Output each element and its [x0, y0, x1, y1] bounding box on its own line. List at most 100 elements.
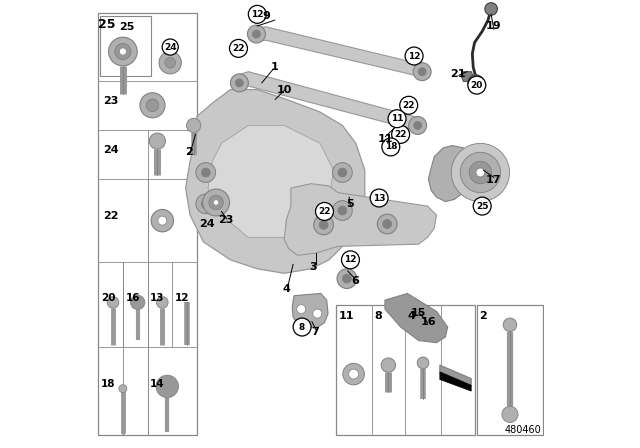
Text: 22: 22	[403, 101, 415, 110]
Circle shape	[476, 168, 485, 177]
Text: 24: 24	[104, 145, 119, 155]
Text: 6: 6	[351, 276, 359, 286]
Polygon shape	[253, 27, 428, 76]
Text: 24: 24	[164, 43, 177, 52]
Text: 12: 12	[408, 52, 420, 60]
Polygon shape	[208, 125, 333, 237]
Circle shape	[342, 251, 360, 269]
Text: 13: 13	[150, 293, 164, 303]
Circle shape	[485, 3, 497, 15]
Text: 20: 20	[101, 293, 115, 303]
Circle shape	[383, 220, 392, 228]
Circle shape	[418, 68, 426, 76]
Circle shape	[248, 25, 266, 43]
Circle shape	[342, 274, 351, 283]
Circle shape	[378, 214, 397, 234]
Text: 25: 25	[119, 22, 134, 32]
Circle shape	[343, 363, 364, 385]
Circle shape	[209, 195, 223, 210]
Circle shape	[503, 318, 516, 332]
Polygon shape	[440, 372, 471, 391]
Text: 4: 4	[408, 311, 416, 321]
Circle shape	[502, 406, 518, 422]
Circle shape	[201, 199, 210, 208]
Polygon shape	[461, 72, 473, 82]
Circle shape	[158, 216, 167, 225]
Text: 12: 12	[344, 255, 356, 264]
Text: 8: 8	[299, 323, 305, 332]
Text: 25: 25	[476, 202, 488, 211]
Text: 16: 16	[125, 293, 140, 303]
Text: 2: 2	[479, 311, 487, 321]
FancyBboxPatch shape	[336, 305, 475, 435]
Circle shape	[115, 43, 131, 60]
Text: 18: 18	[385, 142, 397, 151]
Circle shape	[417, 357, 429, 369]
Circle shape	[131, 295, 145, 310]
Text: 12: 12	[251, 10, 264, 19]
Circle shape	[382, 138, 400, 156]
Circle shape	[349, 369, 358, 379]
Circle shape	[460, 152, 500, 193]
Text: 20: 20	[470, 81, 483, 90]
Circle shape	[162, 39, 179, 55]
Circle shape	[213, 200, 219, 205]
Text: 3: 3	[310, 262, 317, 271]
Circle shape	[230, 74, 248, 92]
Circle shape	[108, 297, 119, 308]
Circle shape	[409, 116, 427, 134]
Text: 5: 5	[347, 199, 355, 209]
Circle shape	[236, 79, 243, 87]
Text: 7: 7	[312, 327, 319, 337]
Polygon shape	[292, 293, 328, 328]
Circle shape	[297, 305, 306, 314]
Text: 22: 22	[232, 44, 244, 53]
Circle shape	[149, 133, 166, 149]
Circle shape	[196, 163, 216, 182]
FancyBboxPatch shape	[100, 16, 151, 76]
Text: 16: 16	[420, 317, 436, 327]
Text: 22: 22	[104, 211, 119, 221]
Circle shape	[159, 52, 181, 74]
Text: 8: 8	[374, 311, 382, 321]
Circle shape	[338, 168, 347, 177]
Circle shape	[370, 189, 388, 207]
Text: 23: 23	[218, 215, 234, 225]
Text: 14: 14	[150, 379, 165, 389]
Circle shape	[405, 47, 423, 65]
Text: 4: 4	[282, 284, 291, 294]
Circle shape	[156, 375, 179, 398]
Circle shape	[186, 118, 201, 133]
Polygon shape	[186, 90, 365, 273]
Circle shape	[293, 318, 311, 336]
FancyBboxPatch shape	[99, 13, 197, 435]
Circle shape	[165, 57, 175, 68]
Text: 13: 13	[373, 194, 385, 202]
Circle shape	[400, 96, 418, 114]
Circle shape	[388, 110, 406, 128]
Circle shape	[337, 269, 356, 289]
Circle shape	[230, 39, 248, 57]
Circle shape	[119, 48, 127, 55]
Circle shape	[140, 93, 165, 118]
Text: 22: 22	[394, 130, 407, 139]
Text: 1: 1	[271, 62, 278, 72]
Polygon shape	[385, 293, 448, 343]
Circle shape	[119, 384, 127, 392]
Circle shape	[413, 121, 422, 129]
Circle shape	[392, 125, 410, 143]
Circle shape	[473, 197, 491, 215]
Circle shape	[203, 189, 230, 216]
Circle shape	[468, 76, 486, 94]
Circle shape	[468, 75, 484, 91]
FancyBboxPatch shape	[477, 305, 543, 435]
Text: 10: 10	[276, 85, 292, 95]
Circle shape	[451, 143, 509, 202]
Text: 9: 9	[262, 11, 270, 21]
Polygon shape	[284, 184, 436, 255]
Circle shape	[333, 163, 352, 182]
Circle shape	[146, 99, 159, 112]
Circle shape	[248, 5, 266, 23]
Text: 24: 24	[199, 219, 215, 229]
Text: 2: 2	[186, 147, 193, 157]
